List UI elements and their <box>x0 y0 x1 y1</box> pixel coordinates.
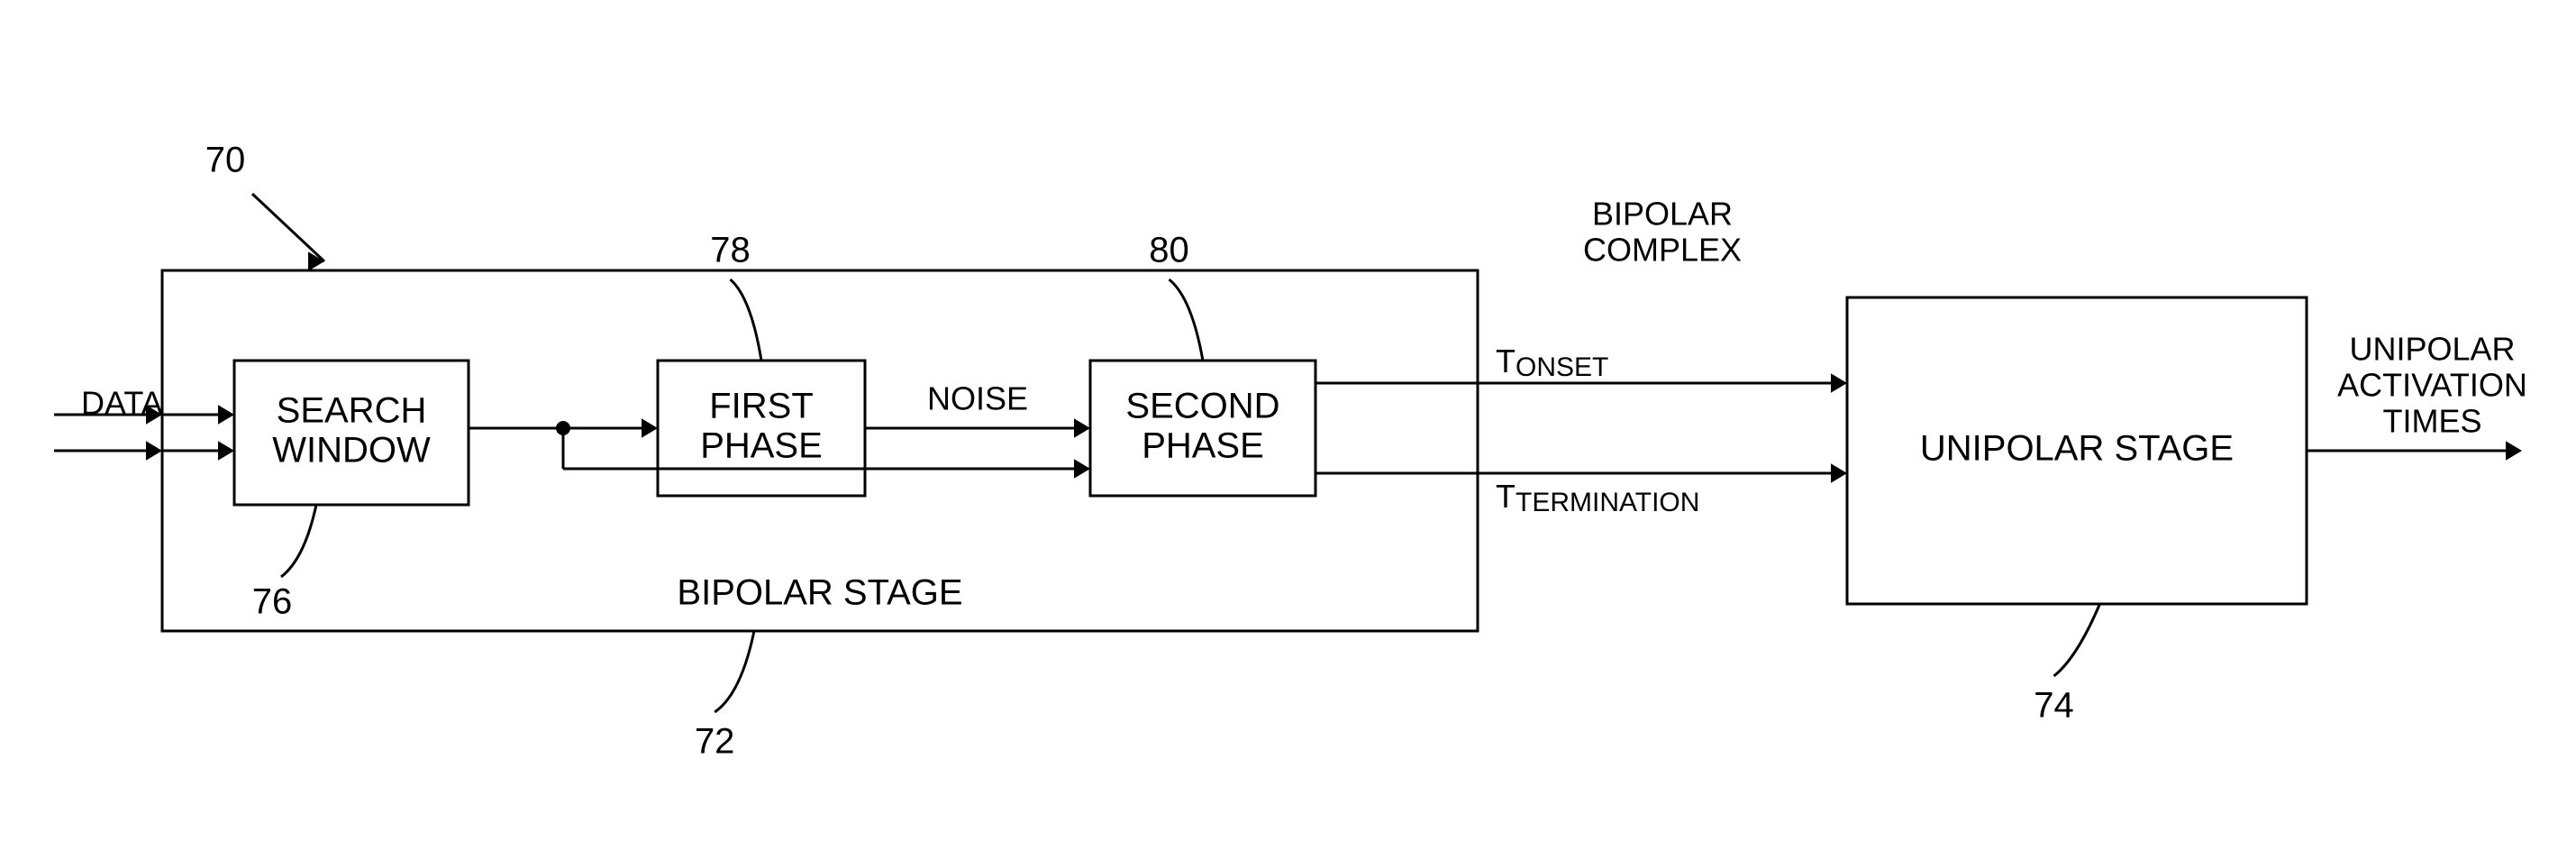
reference-callout <box>2054 604 2100 676</box>
search-window-label-2: WINDOW <box>272 431 431 471</box>
unipolar-out-l3: TIMES <box>2382 403 2481 440</box>
refnum-74: 74 <box>2034 686 2074 726</box>
t-onset-label: TONSET <box>1496 343 1608 382</box>
arrowhead <box>2506 441 2522 461</box>
refnum-78: 78 <box>710 231 751 270</box>
refnum-70: 70 <box>205 141 246 180</box>
first-phase-label-1: FIRST <box>709 387 814 426</box>
bipolar-stage-label: BIPOLAR STAGE <box>677 573 962 613</box>
refnum-80: 80 <box>1149 231 1189 270</box>
arrowhead <box>146 441 162 461</box>
reference-callout <box>715 631 754 712</box>
bipolar-complex-2: COMPLEX <box>1583 232 1742 269</box>
bipolar-complex-1: BIPOLAR <box>1592 196 1733 233</box>
refnum-76: 76 <box>252 582 293 622</box>
arrowhead <box>1831 373 1847 393</box>
refnum-70-pointer <box>252 194 324 261</box>
arrowhead <box>1831 463 1847 483</box>
unipolar-out-l2: ACTIVATION <box>2337 367 2527 404</box>
noise-label: NOISE <box>927 380 1028 417</box>
first-phase-label-2: PHASE <box>700 426 823 466</box>
search-window-label-1: SEARCH <box>277 391 427 431</box>
second-phase-label-1: SECOND <box>1125 387 1279 426</box>
t-termination-label: TTERMINATION <box>1496 478 1699 517</box>
second-phase-label-2: PHASE <box>1142 426 1264 466</box>
unipolar-stage-label: UNIPOLAR STAGE <box>1920 429 2234 469</box>
refnum-72: 72 <box>695 722 735 762</box>
unipolar-out-l1: UNIPOLAR <box>2349 331 2515 368</box>
